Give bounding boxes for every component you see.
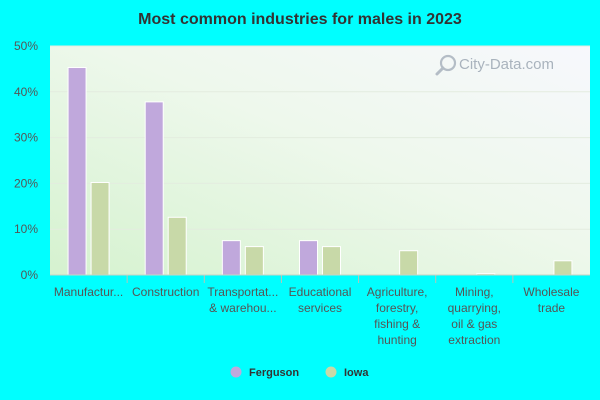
x-category-label: Mining, quarrying, oil & gas extraction — [448, 285, 501, 347]
y-tick-label: 50% — [14, 39, 38, 53]
bar-iowa[interactable] — [244, 246, 264, 276]
x-category-label: Wholesale trade — [523, 285, 579, 315]
bars — [67, 67, 573, 276]
legend-swatch-iowa — [325, 366, 337, 378]
watermark: City-Data.com — [435, 54, 554, 76]
y-axis: 0% 10% 20% 30% 40% 50% — [14, 39, 38, 282]
bar-ferguson[interactable] — [221, 240, 241, 276]
bar-iowa[interactable] — [167, 216, 187, 276]
y-tick-label: 0% — [21, 268, 39, 282]
y-tick-label: 40% — [14, 85, 38, 99]
x-category-label: Educational services — [289, 285, 352, 315]
bar-iowa[interactable] — [399, 250, 419, 276]
x-category-label: Transportat... & warehou... — [207, 285, 278, 315]
legend: Ferguson Iowa — [230, 366, 369, 379]
plot-area — [50, 46, 590, 275]
bar-ferguson[interactable] — [144, 101, 164, 276]
y-tick-label: 30% — [14, 131, 38, 145]
legend-label-iowa: Iowa — [344, 367, 369, 379]
bar-iowa[interactable] — [322, 246, 341, 276]
y-tick-label: 10% — [14, 222, 38, 236]
y-tick-label: 20% — [14, 176, 38, 190]
bar-iowa[interactable] — [90, 181, 110, 276]
gridlines — [50, 45, 590, 230]
x-category-label: Manufactur... — [54, 285, 123, 299]
magnifier-icon — [435, 54, 457, 76]
bar-ferguson[interactable] — [299, 240, 318, 276]
watermark-text: City-Data.com — [459, 56, 554, 73]
x-axis: Manufactur... Construction Transportat... &… — [50, 274, 590, 347]
chart-title: Most common industries for males in 2023 — [138, 11, 462, 28]
legend-label-ferguson: Ferguson — [249, 367, 299, 379]
bar-ferguson[interactable] — [67, 67, 87, 276]
x-category-label: Agriculture, forestry, fishing & hunting — [367, 285, 428, 347]
x-category-label: Construction — [132, 285, 199, 299]
legend-swatch-ferguson — [230, 366, 242, 378]
bar-iowa[interactable] — [553, 260, 573, 276]
